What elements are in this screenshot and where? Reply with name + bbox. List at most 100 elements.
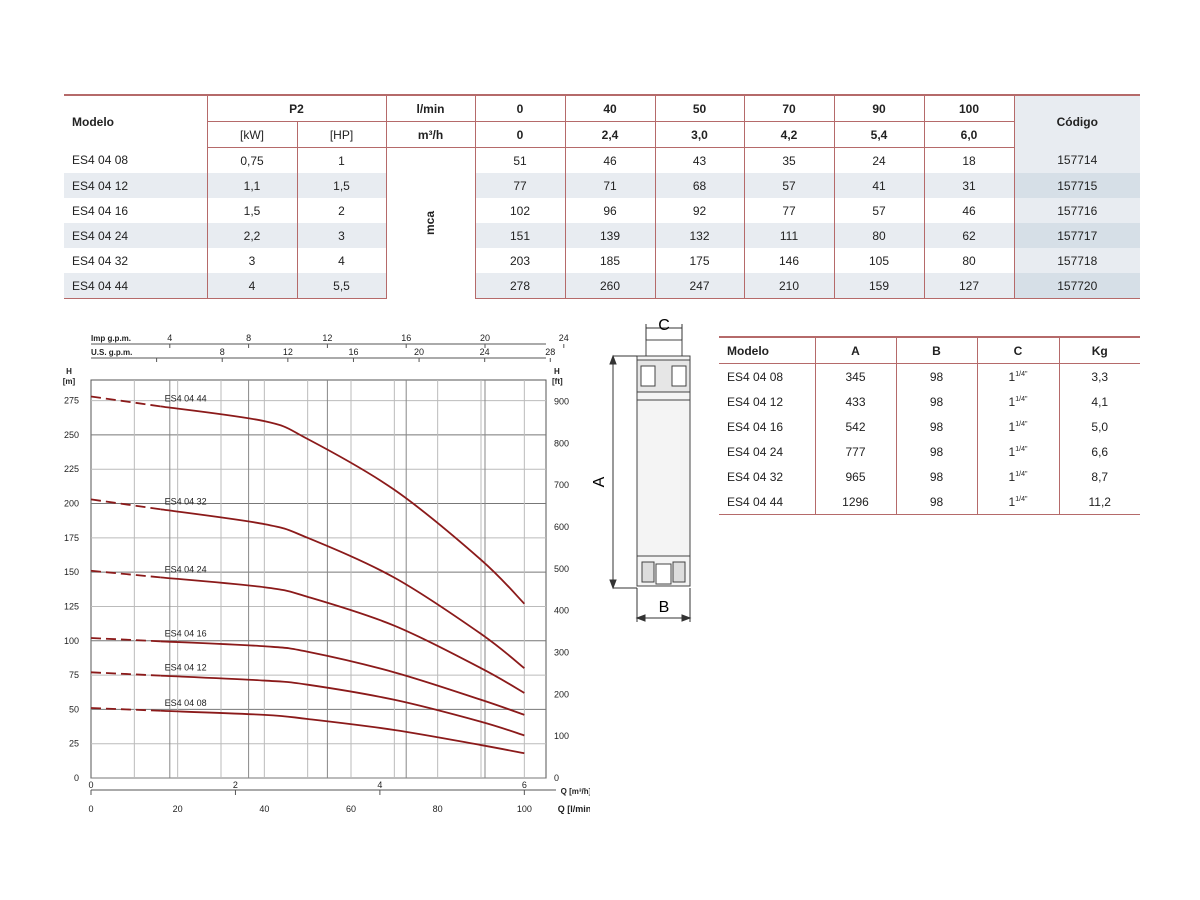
cell-model: ES4 04 08 (719, 363, 816, 389)
us-axis-label: U.S. g.p.m. (91, 348, 132, 357)
cell-kg: 5,0 (1091, 419, 1109, 434)
cell-head: 31 (924, 173, 1015, 198)
imp-tick-label: 16 (401, 333, 411, 343)
cell-head: 41 (834, 173, 925, 198)
cell-b: 98 (896, 363, 978, 389)
cell-head: 139 (565, 223, 656, 248)
table-row: ES4 04 44 1296 98 11/4" 11,2 (719, 489, 1140, 515)
cell-head: 35 (744, 147, 835, 173)
cell-a: 542 (815, 414, 897, 439)
cell-kw: 1,5 (207, 198, 298, 223)
cell-model: ES4 04 32 (719, 464, 816, 489)
cell-code: 157718 (1013, 248, 1140, 273)
dims-header-kg: Kg (1059, 336, 1140, 364)
cell-head: 278 (475, 273, 566, 299)
cell-model: ES4 04 16 (719, 414, 816, 439)
dims-header-modelo: Modelo (719, 336, 816, 364)
cell-head: 151 (475, 223, 566, 248)
y-tick-label-m: 0 (74, 773, 79, 783)
table-row: ES4 04 12 433 98 11/4" 4,1 (719, 389, 1140, 414)
cell-model: ES4 04 08 (64, 147, 208, 173)
cell-model: ES4 04 12 (719, 389, 816, 414)
cell-head: 18 (924, 147, 1015, 173)
cell-b: 98 (896, 389, 978, 414)
imp-tick-label: 20 (480, 333, 490, 343)
curve-dashed-es4-04-16 (90, 637, 161, 643)
header-m3h: m³/h (386, 121, 476, 148)
x-tick-label-lmin: 0 (88, 804, 93, 814)
x-tick-label-lmin: 40 (259, 804, 269, 814)
cell-head: 80 (924, 248, 1015, 273)
y-tick-label-m: 50 (69, 704, 79, 714)
curve-es4-04-12 (160, 674, 525, 737)
cell-a: 345 (815, 363, 897, 389)
y-tick-label-m: 150 (64, 567, 79, 577)
curve-es4-04-32 (160, 508, 525, 669)
y-tick-label-m: 75 (69, 670, 79, 680)
pump-dimension-drawing: C A B (591, 317, 692, 622)
cell-head: 96 (565, 198, 656, 223)
curve-label: ES4 04 44 (165, 393, 207, 403)
cell-head: 62 (924, 223, 1015, 248)
y-tick-label-m: 250 (64, 430, 79, 440)
table-row: ES4 04 32 965 98 11/4" 8,7 (719, 464, 1140, 489)
y-tick-label-ft: 800 (554, 438, 569, 448)
cell-c: 11/4" (977, 414, 1060, 439)
cell-head: 80 (834, 223, 925, 248)
curve-es4-04-44 (160, 405, 525, 605)
cell-head: 77 (475, 173, 566, 198)
label-b: B (659, 599, 670, 616)
dims-header-c: C (977, 336, 1060, 364)
cell-head: 57 (834, 198, 925, 223)
y-tick-label-ft: 500 (554, 564, 569, 574)
header-flow-m3h: 6,0 (924, 121, 1015, 148)
cell-head: 102 (475, 198, 566, 223)
curve-label: ES4 04 16 (165, 628, 207, 638)
cell-c-fraction: 1/4" (1015, 370, 1028, 378)
y-tick-label-m: 175 (64, 533, 79, 543)
cell-head: 77 (744, 198, 835, 223)
cell-head: 146 (744, 248, 835, 273)
x-tick-label-m3h: 0 (88, 780, 93, 790)
unit-mca: mca (386, 147, 476, 299)
x-axis-label-lmin: Q [l/min] (558, 804, 590, 814)
x-tick-label-m3h: 4 (377, 780, 382, 790)
cell-kw: 4 (207, 273, 298, 299)
cell-kw: 2,2 (207, 223, 298, 248)
curve-dashed-es4-04-08 (90, 707, 161, 712)
cell-c-value: 1 (1008, 394, 1016, 409)
y-tick-label-ft: 0 (554, 773, 559, 783)
cell-head: 43 (655, 147, 745, 173)
header-flow-m3h: 5,4 (834, 121, 925, 148)
y-tick-label-ft: 400 (554, 606, 569, 616)
cell-c-fraction: 1/4" (1015, 420, 1028, 428)
header-hp: [HP] (297, 121, 387, 148)
curve-label: ES4 04 12 (165, 663, 207, 673)
cell-head: 203 (475, 248, 566, 273)
cell-kg: 3,3 (1091, 369, 1109, 384)
y-tick-label-m: 225 (64, 464, 79, 474)
cell-head: 127 (924, 273, 1015, 299)
cell-head: 210 (744, 273, 835, 299)
cell-c-value: 1 (1008, 469, 1016, 484)
table-row: ES4 04 08 345 98 11/4" 3,3 (719, 363, 1140, 389)
table-row: ES4 04 08 0,75 1 mca 51 46 43 35 24 18 157714 (64, 147, 1140, 299)
cell-head: 51 (475, 147, 566, 173)
cell-c-value: 1 (1008, 444, 1016, 459)
y-axis-label-left: H (66, 367, 72, 376)
cell-head: 68 (655, 173, 745, 198)
cell-head: 92 (655, 198, 745, 223)
table-row: ES4 04 24 2,2 3 151 139 132 111 80 62 157717 (64, 223, 1140, 248)
header-p2: P2 (207, 94, 387, 122)
cell-b: 98 (896, 489, 978, 515)
chart-axes (90, 343, 565, 795)
curve-es4-04-16 (160, 640, 525, 716)
header-flow-lmin: 50 (655, 94, 745, 122)
header-flow-lmin: 70 (744, 94, 835, 122)
cell-kw: 3 (207, 248, 298, 273)
y-tick-label-m: 25 (69, 739, 79, 749)
us-tick-label: 16 (348, 347, 358, 357)
header-flow-m3h: 4,2 (744, 121, 835, 148)
cell-code: 157716 (1013, 198, 1140, 223)
